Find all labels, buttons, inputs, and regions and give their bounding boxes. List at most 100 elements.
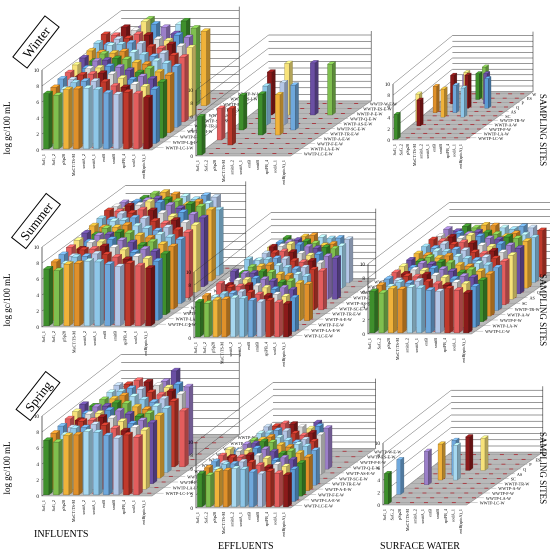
site-label: Q xyxy=(523,467,526,472)
bar-front xyxy=(435,291,441,334)
y-tick-label: 8 xyxy=(190,101,193,107)
bar xyxy=(72,85,83,150)
bar-top xyxy=(286,278,296,282)
y-axis-label-winter: log gc/100 mL xyxy=(2,102,12,155)
site-label: WWTP-P-I-W xyxy=(223,102,248,107)
site-label: WWTP-F-E-W xyxy=(318,493,344,498)
side-gridline xyxy=(392,35,453,85)
bar-front xyxy=(212,299,218,338)
bar-top xyxy=(88,246,100,250)
site-label: WWTP-ES-E-W xyxy=(367,455,395,460)
bar-top xyxy=(73,431,83,436)
bar-top xyxy=(127,420,138,424)
target-label: sodA_1 xyxy=(131,500,136,513)
bar xyxy=(104,261,115,327)
bar-top xyxy=(451,279,462,283)
bars xyxy=(383,434,489,505)
target-label: sodA_1 xyxy=(272,160,277,173)
bar-top xyxy=(460,85,468,89)
bar xyxy=(134,262,146,327)
target-label: entB xyxy=(247,512,252,520)
bar-side xyxy=(59,267,64,327)
y-tick-label: 2 xyxy=(36,478,39,484)
y-tick-label: 10 xyxy=(375,441,381,447)
bar-top xyxy=(236,454,246,458)
side-gridline xyxy=(382,390,452,444)
bar-top xyxy=(420,243,431,247)
bar-top xyxy=(438,266,448,270)
bar-top xyxy=(309,60,319,64)
bar-top xyxy=(396,457,405,460)
bar xyxy=(63,261,74,327)
bar-top xyxy=(287,249,298,253)
target-label: smitB xyxy=(435,509,440,519)
y-tick-label: 8 xyxy=(36,430,39,436)
target-label: SaG_2 xyxy=(376,338,381,349)
target-label: spiPB_4 xyxy=(121,499,126,514)
bar-side xyxy=(219,468,223,508)
bar-top xyxy=(104,261,115,265)
bar-top xyxy=(228,290,238,294)
bar-top xyxy=(227,106,237,109)
target-label: spiPB_4 xyxy=(123,330,128,345)
bar-top xyxy=(460,247,471,251)
panel-winter-influents: WWTP-LC-I-WWWTP-LA-I-WWWTP-F-I-WWWTP-A-I… xyxy=(34,6,264,179)
bar xyxy=(183,229,194,299)
panel-spring-surface-water: WWTP-LC-WWWTP-LA-WWWTP-F-WWWTP-A-WWWTP-T… xyxy=(375,386,546,534)
target-label: SaG_1 xyxy=(193,342,198,353)
side-gridline xyxy=(195,408,274,469)
bar xyxy=(93,429,103,496)
bar-top xyxy=(296,460,307,464)
bar-top xyxy=(475,268,486,272)
bar-side xyxy=(442,441,446,481)
bar-side xyxy=(279,299,284,338)
bar-top xyxy=(286,241,296,245)
bar-front xyxy=(104,264,111,327)
bar-top xyxy=(246,459,257,463)
target-labels: SaG_1 SaG_2 pSp28 MaCT/TS-M smitA_2 smitA_1 en… xyxy=(382,508,463,534)
side-gridline xyxy=(392,57,453,107)
bar-side xyxy=(148,94,153,150)
bar-top xyxy=(178,54,189,58)
bar-side xyxy=(428,448,432,486)
bar xyxy=(63,432,73,496)
bar xyxy=(477,277,488,322)
bar-top xyxy=(114,407,125,412)
bar-top xyxy=(484,235,495,239)
bar-side xyxy=(262,91,267,136)
bar-top xyxy=(307,258,317,262)
bar xyxy=(460,85,468,118)
target-label: spiPB_4 xyxy=(263,341,268,356)
bar-top xyxy=(260,446,271,450)
bar xyxy=(437,441,446,481)
bar-side xyxy=(163,79,168,139)
bar-side xyxy=(208,300,213,338)
bar-top xyxy=(482,229,493,233)
site-label: WWTP-F-E-W xyxy=(318,323,344,328)
bar-top xyxy=(100,422,111,426)
bar-top xyxy=(520,231,530,236)
target-label: entB xyxy=(102,331,107,339)
bar xyxy=(383,470,392,505)
bar-top xyxy=(170,30,181,34)
bar-top xyxy=(274,470,284,474)
bar-top xyxy=(451,437,460,441)
site-label: WWTP-TR-W xyxy=(515,307,540,312)
bar xyxy=(274,91,284,136)
bar-top xyxy=(157,210,168,214)
bar-top xyxy=(247,264,257,268)
bar-side xyxy=(483,277,488,322)
bar-front xyxy=(266,471,272,508)
bar-front xyxy=(231,468,237,508)
bar-top xyxy=(124,411,135,415)
bar xyxy=(73,260,84,327)
bar-top xyxy=(67,76,78,80)
bar-side xyxy=(232,105,236,146)
bar-front xyxy=(424,451,429,485)
bar-top xyxy=(154,199,166,203)
bar-side xyxy=(177,63,182,128)
bars xyxy=(196,60,336,156)
bar-top xyxy=(245,452,255,456)
bar-top xyxy=(70,425,81,429)
